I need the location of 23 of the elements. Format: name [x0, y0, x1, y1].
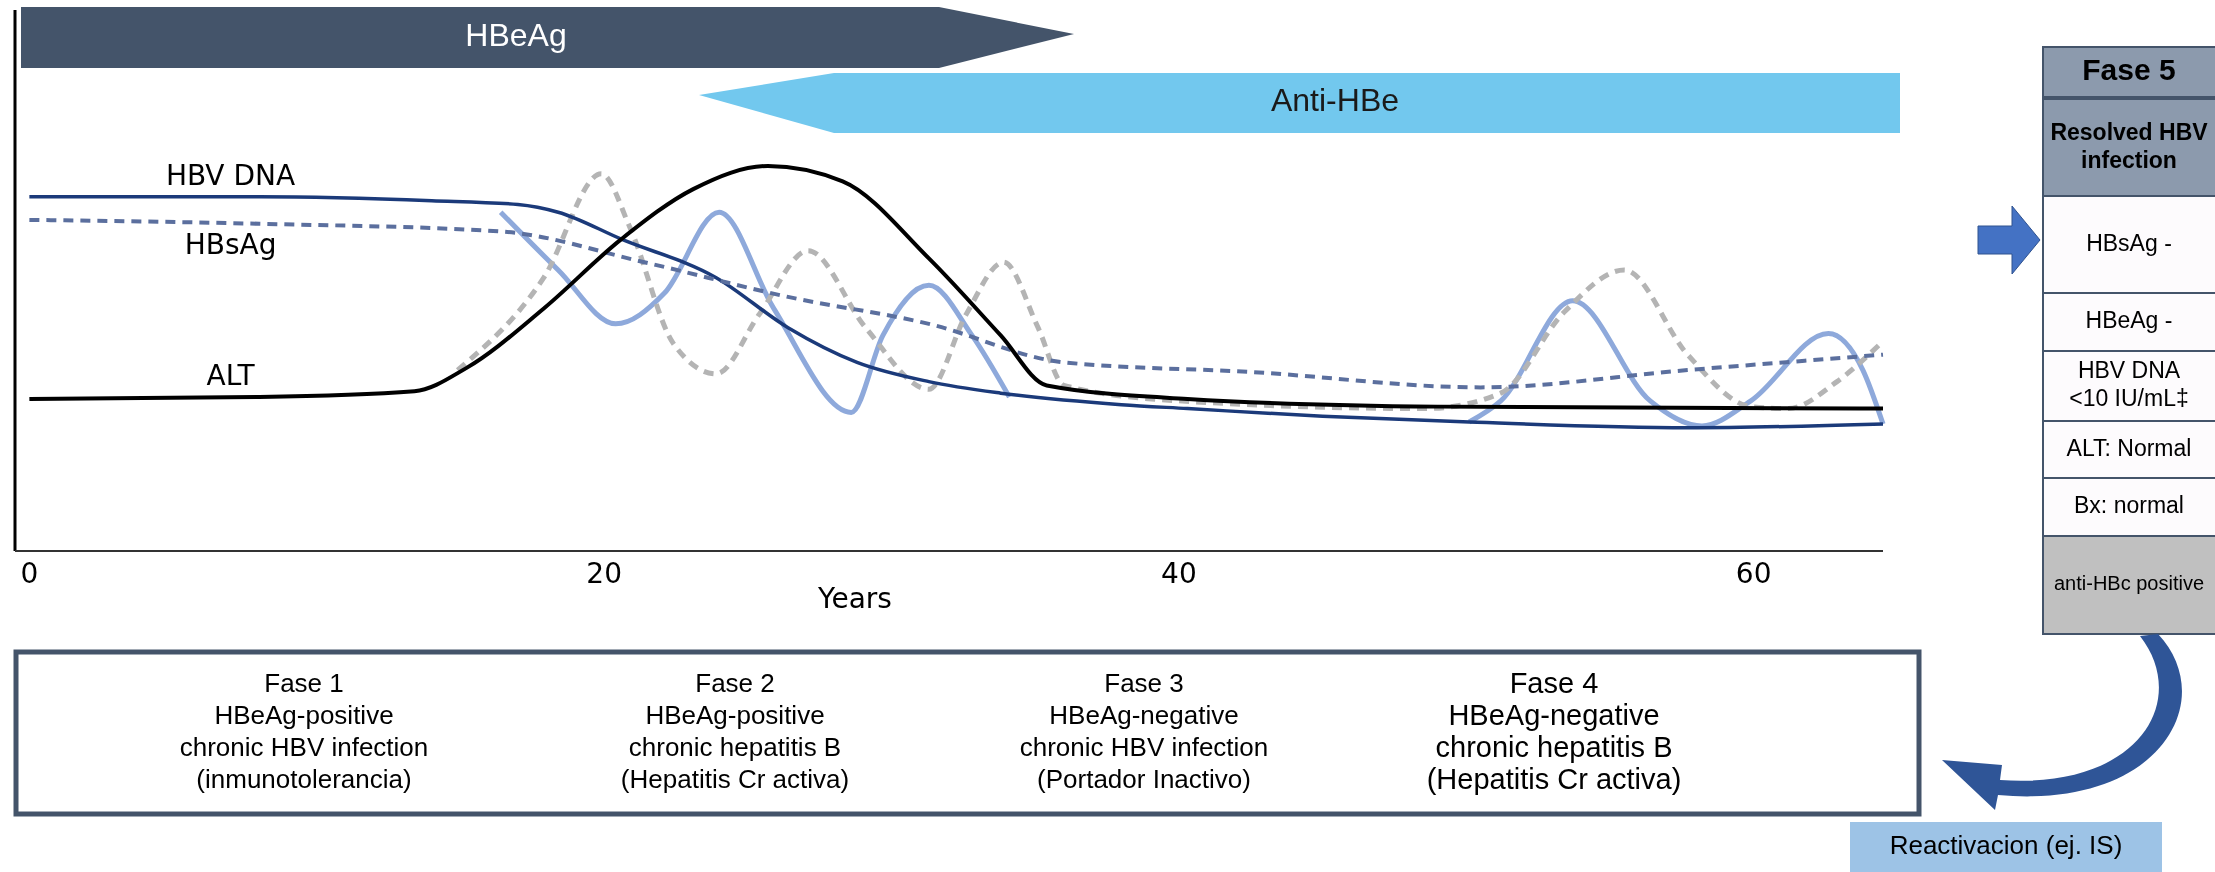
- text: Fase 2 HBeAg-positive chronic hepatitis B (Hepatitis Cr activa): [620, 667, 850, 794]
- text: anti-HBc positive: [2053, 572, 2205, 595]
- text: Fase 3 HBeAg-negative chronic HBV infection (Portador Inactivo): [1019, 667, 1269, 794]
- text: Anti-HBe: [1270, 82, 1400, 119]
- x-tick-label: 0: [20, 557, 39, 590]
- text: Fase 4 HBeAg-negative chronic hepatitis B (Hepatitis Cr activa): [1426, 666, 1682, 795]
- x-tick-label: 40: [1161, 557, 1197, 590]
- x-tick-label: 60: [1735, 557, 1772, 590]
- x-axis-title: Years: [817, 582, 892, 615]
- text: Resolved HBV infection: [2050, 118, 2209, 173]
- text: Fase 1 HBeAg-positive chronic HBV infection (inmunotolerancia): [179, 667, 429, 794]
- text: ALT: Normal: [2066, 434, 2192, 461]
- text: Bx: normal: [2074, 492, 2184, 519]
- text: HBV DNA <10 IU/mL‡: [2069, 357, 2189, 412]
- text: Fase 5: [2082, 52, 2176, 86]
- x-tick-label: 20: [586, 557, 622, 590]
- series-label: ALT: [206, 358, 256, 392]
- series-label: HBV DNA: [165, 158, 296, 192]
- text: HBeAg: [465, 17, 567, 54]
- text: HBeAg -: [2085, 307, 2173, 334]
- text: Reactivacion (ej. IS): [1889, 829, 2123, 860]
- text: HBsAg -: [2086, 229, 2172, 256]
- series-label: HBsAg: [184, 227, 277, 261]
